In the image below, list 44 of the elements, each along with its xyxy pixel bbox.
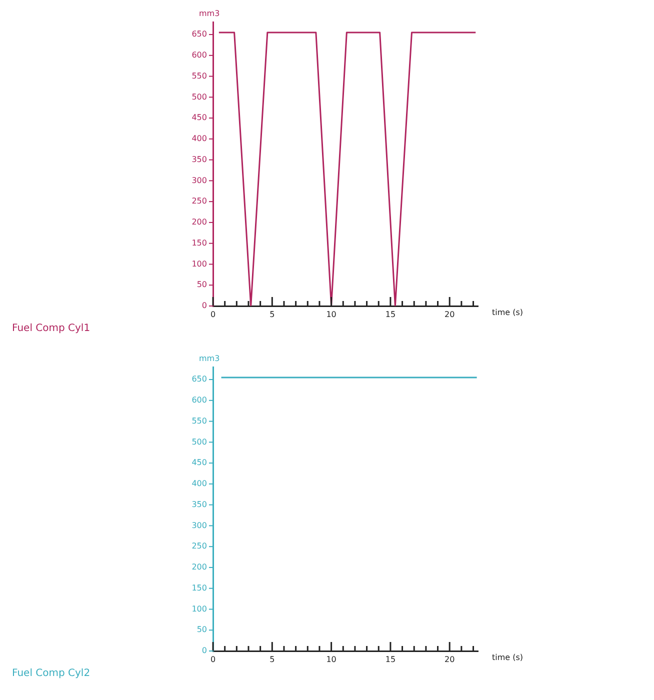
y-tick-label: 550 — [192, 416, 207, 426]
x-tick-label: 0 — [210, 310, 216, 319]
y-tick-label: 400 — [192, 479, 207, 488]
y-tick-label: 150 — [192, 583, 207, 592]
y-axis-title: mm3 — [199, 9, 220, 18]
y-tick-label: 500 — [192, 92, 207, 102]
y-tick-label: 300 — [192, 520, 207, 530]
x-tick-label: 20 — [444, 654, 455, 664]
y-tick-label: 250 — [192, 542, 207, 551]
y-tick-label: 400 — [192, 134, 207, 144]
y-tick-label: 100 — [192, 604, 207, 614]
x-tick-label: 5 — [270, 310, 275, 319]
x-tick-label: 5 — [270, 654, 275, 664]
y-tick-label: 50 — [196, 280, 207, 290]
x-axis-title: time (s) — [492, 653, 524, 662]
y-tick-label: 500 — [192, 437, 207, 446]
y-tick-label: 450 — [192, 458, 207, 468]
y-tick-label: 350 — [192, 500, 207, 509]
y-axis-title: mm3 — [199, 354, 220, 363]
y-tick-label: 0 — [202, 646, 207, 656]
y-tick-label: 0 — [202, 301, 207, 310]
y-tick-label: 450 — [192, 113, 207, 122]
y-tick-label: 350 — [192, 154, 207, 164]
y-tick-label: 250 — [192, 196, 207, 206]
y-tick-label: 200 — [192, 562, 207, 572]
text: Fuel Comp Cyl1 — [12, 323, 90, 334]
x-tick-label: 10 — [326, 310, 336, 319]
y-tick-label: 200 — [192, 218, 207, 227]
x-tick-label: 20 — [444, 310, 455, 319]
y-tick-label: 50 — [196, 625, 207, 634]
y-tick-label: 650 — [192, 30, 207, 39]
y-tick-label: 100 — [192, 259, 207, 268]
y-tick-label: 600 — [192, 50, 207, 60]
y-tick-label: 300 — [192, 176, 207, 185]
x-tick-label: 0 — [210, 654, 216, 664]
x-tick-label: 15 — [385, 654, 396, 664]
x-tick-label: 10 — [326, 654, 336, 664]
text: Fuel Comp Cyl2 — [12, 668, 90, 679]
x-axis-title: time (s) — [492, 308, 524, 317]
y-tick-label: 650 — [192, 374, 207, 384]
x-tick-label: 15 — [385, 310, 396, 319]
y-tick-label: 550 — [192, 71, 207, 80]
y-tick-label: 150 — [192, 238, 207, 248]
y-tick-label: 600 — [192, 395, 207, 404]
